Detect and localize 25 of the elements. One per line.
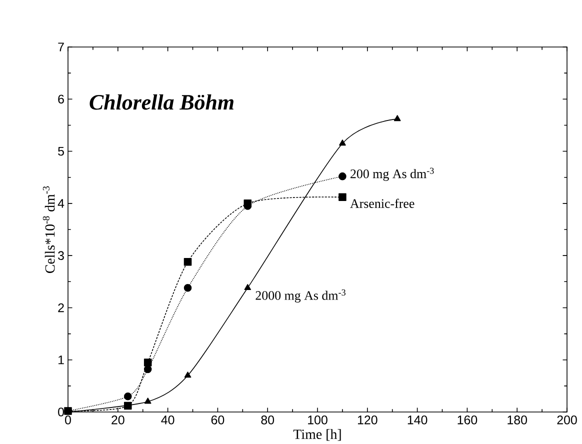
- y-tick-label: 4: [58, 199, 64, 208]
- x-axis-title: Time [h]: [293, 429, 341, 441]
- x-tick-label: 20: [112, 416, 124, 424]
- y-tick-label: 0: [58, 408, 64, 416]
- x-tick-label: 40: [161, 416, 174, 424]
- y-tick-label: 7: [58, 42, 64, 52]
- x-tick-label: 80: [261, 416, 274, 424]
- x-tick-label: 200: [557, 416, 577, 424]
- x-tick-label: 180: [508, 416, 528, 424]
- y-tick-label: 1: [58, 356, 64, 364]
- x-tick-label: 140: [408, 416, 428, 424]
- x-tick-label: 100: [308, 416, 328, 424]
- x-tick-label: 0: [65, 416, 71, 424]
- series-label: 2000 mg As dm$^{-3}$: [256, 289, 346, 303]
- x-tick-label: 160: [458, 416, 478, 424]
- series-label: 200 mg As dm$^{-3}$: [350, 168, 434, 181]
- y-tick-label: 6: [58, 94, 64, 104]
- y-tick-label: 5: [58, 146, 64, 156]
- y-axis-title: Cells*10$^{-8}$ dm$^{-3}$: [42, 186, 55, 273]
- y-tick-label: 2: [58, 303, 64, 312]
- y-tick-label: 3: [58, 251, 64, 260]
- text: Chlorella Böhm: [90, 94, 234, 110]
- x-tick-label: 120: [358, 416, 378, 424]
- x-tick-label: 60: [211, 416, 224, 424]
- series-label: Arsenic-free: [350, 198, 414, 208]
